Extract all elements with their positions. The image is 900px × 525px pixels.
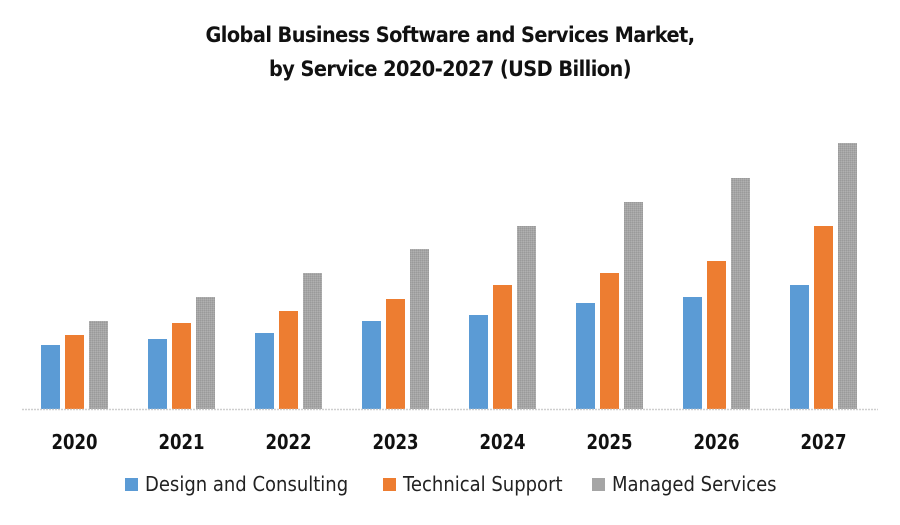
x-tick-label-2020: 2020: [52, 430, 98, 454]
bar-design-and-consulting-2024: [469, 315, 488, 409]
bar-design-and-consulting-2022: [255, 333, 274, 409]
legend-label-managed-services: Managed Services: [612, 472, 777, 496]
bar-managed-services-2021: [196, 297, 215, 409]
bar-technical-support-2024: [493, 285, 512, 409]
bar-managed-services-2027: [838, 143, 857, 409]
bar-technical-support-2027: [814, 226, 833, 409]
legend-label-design-and-consulting: Design and Consulting: [145, 472, 349, 496]
bar-design-and-consulting-2025: [576, 303, 595, 409]
bar-design-and-consulting-2021: [148, 339, 167, 409]
legend: Design and Consulting Technical Support Ma…: [0, 472, 900, 496]
bar-managed-services-2026: [731, 178, 750, 409]
legend-item-design-and-consulting: Design and Consulting: [125, 472, 351, 496]
chart-title: Global Business Software and Services Ma…: [36, 18, 864, 86]
legend-label-technical-support: Technical Support: [402, 472, 563, 496]
legend-swatch-design-and-consulting: [125, 477, 139, 491]
x-tick-label-2024: 2024: [480, 430, 526, 454]
bar-managed-services-2023: [410, 249, 429, 409]
bar-technical-support-2023: [386, 299, 405, 409]
x-tick-label-2025: 2025: [587, 430, 633, 454]
x-tick-labels: 2020 2021 2022 2023 2024 2025 2026 2027: [52, 430, 847, 454]
bars-group: [41, 143, 857, 409]
bar-managed-services-2024: [517, 226, 536, 409]
bar-design-and-consulting-2026: [683, 297, 702, 409]
x-tick-label-2026: 2026: [694, 430, 740, 454]
bar-technical-support-2025: [600, 273, 619, 409]
x-tick-label-2027: 2027: [801, 430, 847, 454]
legend-swatch-managed-services: [592, 477, 606, 491]
x-tick-label-2022: 2022: [266, 430, 312, 454]
bar-design-and-consulting-2020: [41, 345, 60, 409]
bar-design-and-consulting-2027: [790, 285, 809, 409]
legend-item-managed-services: Managed Services: [592, 472, 777, 496]
chart-title-line-1: Global Business Software and Services Ma…: [205, 23, 695, 47]
bar-managed-services-2020: [89, 321, 108, 409]
bar-technical-support-2021: [172, 323, 191, 409]
bar-technical-support-2022: [279, 311, 298, 409]
bar-technical-support-2020: [65, 335, 84, 409]
bar-managed-services-2025: [624, 202, 643, 409]
chart-title-line-2: by Service 2020-2027 (USD Billion): [269, 57, 632, 81]
legend-swatch-technical-support: [382, 477, 396, 491]
x-tick-label-2023: 2023: [373, 430, 419, 454]
x-tick-label-2021: 2021: [159, 430, 205, 454]
bar-design-and-consulting-2023: [362, 321, 381, 409]
bar-technical-support-2026: [707, 261, 726, 409]
legend-item-technical-support: Technical Support: [382, 472, 563, 496]
bar-managed-services-2022: [303, 273, 322, 409]
